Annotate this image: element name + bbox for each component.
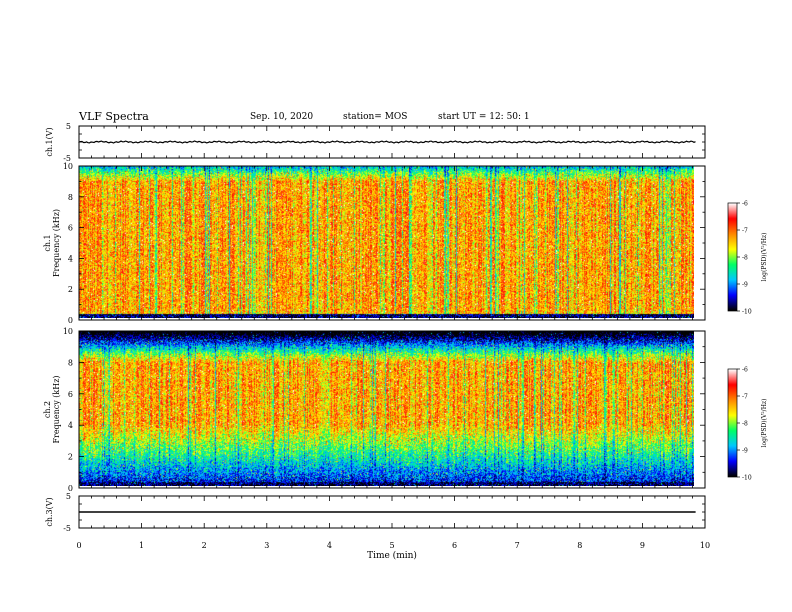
figure-title: VLF Spectra: [79, 110, 149, 123]
station-name: station= MOS: [343, 112, 408, 122]
x-tick-label: 1: [139, 541, 144, 550]
y-tick-label: 8: [68, 193, 73, 202]
colorbar-tick-label: -6: [742, 367, 748, 374]
x-tick-label: 10: [700, 541, 710, 550]
x-axis-label: Time (min): [367, 550, 417, 561]
x-tick-label: 6: [452, 541, 457, 550]
recording-date: Sep. 10, 2020: [250, 112, 314, 122]
x-tick-label: 0: [76, 541, 81, 550]
y-tick-label: 5: [66, 492, 71, 501]
colorbar-tick-label: -7: [742, 228, 748, 235]
ch1-voltage-trace: [78, 140, 696, 144]
ch1-spectrogram-image: [79, 166, 694, 318]
colorbar-tick-label: -8: [742, 421, 748, 428]
y-axis-label: Frequency (kHz): [52, 375, 61, 443]
panel-frame-2: [78, 165, 706, 321]
colorbar-tick-label: -7: [742, 394, 748, 401]
panel-frame-3: [78, 330, 706, 489]
ch1-colorbar: [728, 203, 737, 311]
y-tick-label: 5: [66, 122, 71, 131]
y-tick-label: 4: [68, 254, 73, 263]
colorbar-tick-label: -9: [742, 282, 748, 289]
y-tick-label: 6: [68, 390, 73, 399]
y-tick-label: 10: [63, 327, 73, 336]
y-axis-label: ch.3(V): [45, 497, 54, 526]
y-tick-label: -5: [63, 524, 71, 533]
colorbar-tick-label: -10: [742, 309, 752, 316]
y-tick-label: 2: [68, 453, 73, 462]
y-tick-label: 8: [68, 358, 73, 367]
colorbar-tick-label: -9: [742, 448, 748, 455]
colorbar-frame: [727, 368, 738, 478]
y-tick-label: 10: [63, 162, 73, 171]
colorbar-frame: [727, 202, 738, 312]
y-tick-label: 6: [68, 224, 73, 233]
y-axis-label: ch.1: [43, 234, 52, 251]
colorbar-tick-label: -6: [742, 201, 748, 208]
ch2-spectrogram-image: [79, 331, 694, 486]
x-tick-label: 4: [327, 541, 332, 550]
y-tick-label: 0: [68, 316, 73, 325]
x-tick-label: 3: [264, 541, 269, 550]
y-axis-label: ch.2: [43, 401, 52, 418]
x-tick-label: 2: [202, 541, 207, 550]
colorbar-tick-label: -10: [742, 475, 752, 482]
y-tick-label: 4: [68, 421, 73, 430]
y-tick-label: 0: [68, 484, 73, 493]
x-tick-label: 8: [577, 541, 582, 550]
start-time: start UT = 12: 50: 1: [438, 112, 530, 122]
x-tick-label: 5: [389, 541, 394, 550]
x-tick-label: 9: [640, 541, 645, 550]
y-axis-label: Frequency (kHz): [52, 209, 61, 277]
y-tick-label: 2: [68, 285, 73, 294]
y-axis-label: ch.1(V): [45, 127, 54, 156]
ch2-colorbar: [728, 369, 737, 477]
colorbar-label: log(PSD)(V²/Hz): [761, 399, 768, 448]
y-tick-label: -5: [63, 154, 71, 163]
colorbar-tick-label: -8: [742, 255, 748, 262]
colorbar-label: log(PSD)(V²/Hz): [761, 233, 768, 282]
x-tick-label: 7: [515, 541, 520, 550]
